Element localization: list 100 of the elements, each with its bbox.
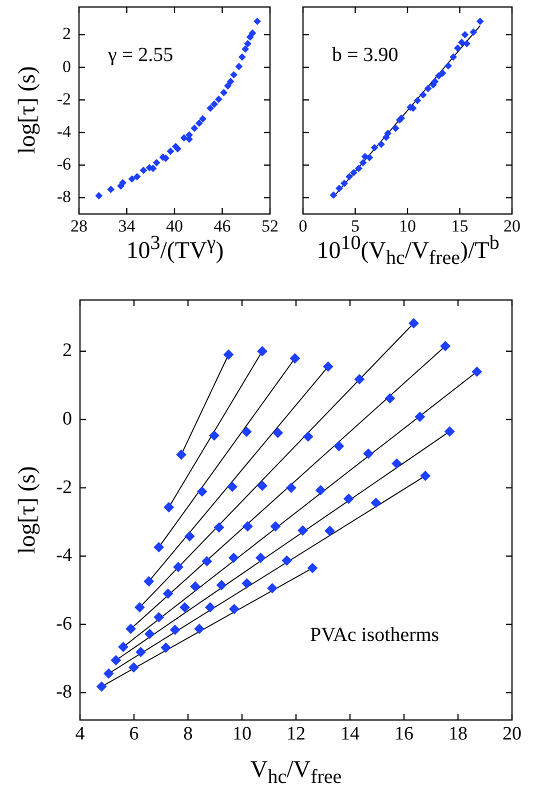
point bbox=[476, 18, 484, 25]
point bbox=[134, 173, 141, 180]
point bbox=[324, 526, 335, 536]
x-tick-label: 16 bbox=[394, 723, 414, 744]
x-tick-label: 12 bbox=[286, 723, 306, 744]
point bbox=[128, 175, 136, 182]
point bbox=[96, 682, 107, 692]
point bbox=[190, 581, 200, 592]
point bbox=[323, 362, 334, 372]
point bbox=[424, 84, 432, 92]
x-tick-label: 18 bbox=[448, 723, 468, 744]
point bbox=[282, 556, 292, 566]
point bbox=[330, 192, 338, 199]
point bbox=[140, 166, 147, 174]
point bbox=[154, 542, 164, 552]
point bbox=[334, 441, 344, 452]
x-tick-label: 8 bbox=[183, 723, 193, 744]
point bbox=[366, 154, 373, 162]
point bbox=[238, 54, 246, 61]
point bbox=[298, 525, 308, 536]
point bbox=[472, 366, 482, 377]
point bbox=[370, 144, 378, 152]
point bbox=[163, 588, 174, 599]
point bbox=[360, 159, 367, 166]
y-tick-label: 0 bbox=[62, 408, 72, 430]
y-tick-label: -6 bbox=[56, 154, 71, 174]
point bbox=[144, 628, 155, 639]
y-tick-label: -8 bbox=[56, 187, 71, 206]
point bbox=[257, 346, 268, 356]
point bbox=[214, 522, 224, 532]
point bbox=[242, 521, 253, 532]
point bbox=[119, 179, 126, 186]
point bbox=[392, 458, 402, 469]
point bbox=[216, 580, 226, 590]
point bbox=[196, 120, 203, 127]
point bbox=[362, 153, 369, 160]
y-tick-label: 2 bbox=[62, 24, 71, 44]
y-tick-label: -4 bbox=[56, 545, 72, 566]
point bbox=[461, 31, 468, 38]
point bbox=[170, 624, 180, 635]
point bbox=[199, 115, 206, 122]
point bbox=[210, 100, 218, 108]
point bbox=[227, 78, 234, 85]
point bbox=[184, 531, 195, 542]
point bbox=[209, 430, 220, 441]
point bbox=[336, 184, 343, 192]
point bbox=[134, 602, 145, 612]
point bbox=[173, 562, 184, 572]
point bbox=[272, 428, 283, 438]
point bbox=[307, 563, 318, 574]
point bbox=[95, 192, 102, 200]
x-tick-label: 20 bbox=[502, 723, 522, 744]
point bbox=[242, 426, 252, 437]
point bbox=[235, 62, 242, 70]
point bbox=[154, 612, 164, 622]
point bbox=[290, 353, 300, 364]
point bbox=[220, 89, 228, 96]
point bbox=[420, 91, 427, 98]
point bbox=[224, 350, 234, 360]
point bbox=[107, 186, 114, 193]
y-axis-title: log[τ] (s) bbox=[14, 466, 42, 554]
x-axis-title: V$_{hc}$/V$_{free}$ bbox=[250, 757, 342, 789]
point bbox=[136, 647, 146, 658]
annotation: PVAc isotherms bbox=[310, 624, 440, 647]
x-tick-label: 4 bbox=[75, 723, 86, 744]
point bbox=[267, 583, 278, 594]
y-tick-label: -2 bbox=[56, 89, 71, 108]
x-tick-label: 6 bbox=[129, 723, 139, 744]
y-tick-label: -2 bbox=[56, 476, 72, 498]
point bbox=[128, 662, 139, 672]
y-tick-label: -4 bbox=[56, 122, 72, 141]
point bbox=[215, 96, 222, 103]
point bbox=[150, 164, 157, 172]
point bbox=[408, 318, 419, 328]
point bbox=[346, 173, 353, 180]
point bbox=[414, 412, 425, 422]
point bbox=[470, 28, 477, 36]
point bbox=[458, 38, 466, 46]
point bbox=[176, 450, 186, 460]
point bbox=[167, 148, 174, 155]
point bbox=[303, 432, 314, 442]
point bbox=[228, 552, 239, 563]
annotation: b = 3.90 bbox=[332, 44, 398, 67]
point bbox=[202, 556, 212, 566]
point bbox=[378, 140, 385, 148]
y-tick-label: 2 bbox=[62, 340, 72, 362]
point bbox=[340, 180, 348, 187]
point bbox=[180, 134, 188, 142]
point bbox=[153, 159, 160, 166]
point bbox=[444, 426, 455, 436]
point bbox=[440, 341, 450, 352]
point bbox=[104, 668, 114, 679]
point bbox=[444, 62, 452, 70]
point bbox=[194, 624, 204, 634]
point bbox=[354, 374, 364, 384]
point bbox=[414, 97, 421, 104]
point bbox=[286, 482, 296, 493]
point bbox=[110, 655, 121, 666]
point bbox=[420, 470, 430, 481]
point bbox=[190, 124, 198, 132]
